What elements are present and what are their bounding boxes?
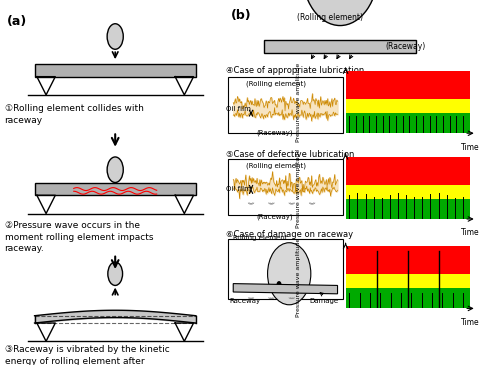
Text: Time: Time xyxy=(461,142,480,151)
FancyBboxPatch shape xyxy=(228,77,343,133)
FancyBboxPatch shape xyxy=(228,159,343,215)
Bar xyxy=(35,182,196,195)
Text: Pressure wave amplitude: Pressure wave amplitude xyxy=(296,238,300,317)
Bar xyxy=(346,157,470,185)
Bar xyxy=(346,199,470,219)
Text: (Rolling element): (Rolling element) xyxy=(246,162,306,169)
Text: (b): (b) xyxy=(231,9,252,22)
Circle shape xyxy=(107,157,123,182)
Text: Time: Time xyxy=(461,318,480,327)
Bar xyxy=(346,274,470,288)
Text: (Raceway): (Raceway) xyxy=(256,130,293,136)
Bar xyxy=(264,40,416,53)
Bar xyxy=(346,99,470,113)
Text: (Rolling element): (Rolling element) xyxy=(246,80,306,87)
Bar xyxy=(346,71,470,99)
Polygon shape xyxy=(233,284,337,294)
Text: Oil film: Oil film xyxy=(226,106,251,112)
Bar xyxy=(346,185,470,199)
Text: Damage: Damage xyxy=(310,298,339,304)
Text: (a): (a) xyxy=(7,15,27,28)
Text: Pressure wave amplitude: Pressure wave amplitude xyxy=(296,148,300,228)
Bar xyxy=(346,288,470,308)
Circle shape xyxy=(107,24,123,49)
FancyBboxPatch shape xyxy=(228,239,343,299)
Text: ⑥Case of damage on raceway: ⑥Case of damage on raceway xyxy=(226,230,353,239)
Text: Rolling element: Rolling element xyxy=(233,235,288,241)
Text: Raceway: Raceway xyxy=(229,298,261,304)
Bar xyxy=(346,113,470,133)
Text: (Raceway): (Raceway) xyxy=(386,42,426,51)
Bar xyxy=(346,246,470,274)
Circle shape xyxy=(108,262,122,285)
Text: Pressure wave amplitude: Pressure wave amplitude xyxy=(296,62,300,142)
Text: ②Pressure wave occurs in the
moment rolling element impacts
raceway.: ②Pressure wave occurs in the moment roll… xyxy=(5,221,153,253)
Text: ①Rolling element collides with
raceway: ①Rolling element collides with raceway xyxy=(5,104,144,125)
Text: (Raceway): (Raceway) xyxy=(256,214,293,220)
Text: Time: Time xyxy=(461,228,480,237)
Text: ④Case of appropriate lubrication: ④Case of appropriate lubrication xyxy=(226,66,364,75)
Text: ⑤Case of defective lubrication: ⑤Case of defective lubrication xyxy=(226,150,354,159)
Circle shape xyxy=(276,281,282,288)
Circle shape xyxy=(267,243,311,305)
Circle shape xyxy=(302,0,378,26)
Text: ③Raceway is vibrated by the kinetic
energy of rolling element after
occurring pr: ③Raceway is vibrated by the kinetic ener… xyxy=(5,345,169,365)
Bar xyxy=(35,64,196,77)
Text: (Rolling element): (Rolling element) xyxy=(297,13,363,22)
Text: Oil film: Oil film xyxy=(226,186,251,192)
